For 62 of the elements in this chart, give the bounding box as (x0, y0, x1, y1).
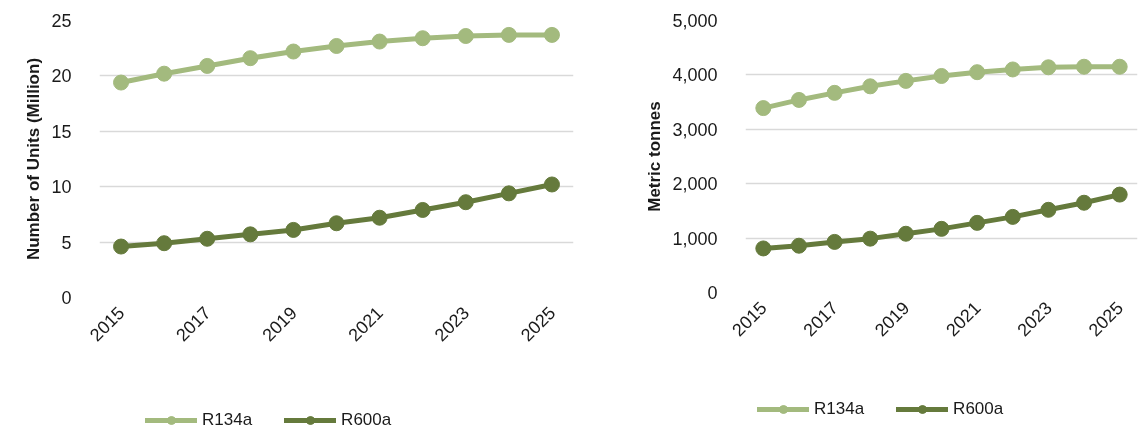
y-tick-label: 0 (707, 283, 718, 303)
point (1004, 61, 1021, 78)
y-tick-label: 10 (51, 177, 72, 198)
legend-label: R600a (953, 399, 1004, 419)
point (1111, 58, 1128, 75)
y-tick-label: 20 (51, 66, 72, 87)
point (414, 201, 431, 218)
point (826, 233, 843, 250)
y-tick-label: 5,000 (672, 11, 718, 31)
point (328, 38, 345, 54)
point (1111, 186, 1128, 203)
point (500, 185, 517, 202)
legend-label: R134a (202, 410, 253, 430)
point (790, 237, 807, 254)
point (897, 72, 914, 89)
point (113, 74, 130, 91)
point (156, 65, 173, 82)
point (500, 26, 517, 43)
point (969, 64, 986, 81)
point (543, 26, 560, 43)
y-tick-label: 15 (51, 121, 72, 142)
point (1076, 194, 1093, 211)
y-tick-label: 25 (51, 11, 72, 31)
y-tick-label: 4,000 (672, 65, 718, 86)
point (113, 238, 130, 255)
point (897, 225, 914, 242)
y-axis-title: Number of Units (Million) (24, 57, 44, 261)
point (414, 30, 431, 47)
point (371, 209, 388, 226)
point (285, 43, 302, 60)
point (199, 57, 216, 74)
point (755, 240, 772, 257)
point (242, 50, 259, 67)
point (1040, 59, 1057, 76)
point (199, 230, 216, 247)
point (862, 78, 879, 95)
point (242, 226, 259, 243)
y-tick-label: 0 (61, 288, 72, 308)
point (933, 68, 950, 84)
point (755, 100, 772, 117)
y-tick-label: 1,000 (672, 228, 718, 249)
y-axis-title: Metric tonnes (645, 101, 665, 212)
point (371, 33, 388, 50)
point (826, 84, 843, 101)
point (457, 194, 474, 211)
point (1076, 58, 1093, 75)
point (543, 176, 560, 193)
point (328, 215, 345, 232)
point (969, 214, 986, 231)
point (933, 220, 950, 237)
point (1040, 201, 1057, 218)
point (285, 221, 302, 238)
y-tick-label: 2,000 (672, 174, 718, 195)
point (1004, 208, 1021, 225)
legend-label: R134a (814, 399, 865, 419)
y-tick-label: 5 (61, 232, 72, 253)
point (790, 91, 807, 108)
point (862, 230, 879, 247)
point (457, 28, 474, 44)
point (156, 235, 173, 252)
y-tick-label: 3,000 (672, 119, 718, 140)
legend-label: R600a (341, 410, 392, 430)
